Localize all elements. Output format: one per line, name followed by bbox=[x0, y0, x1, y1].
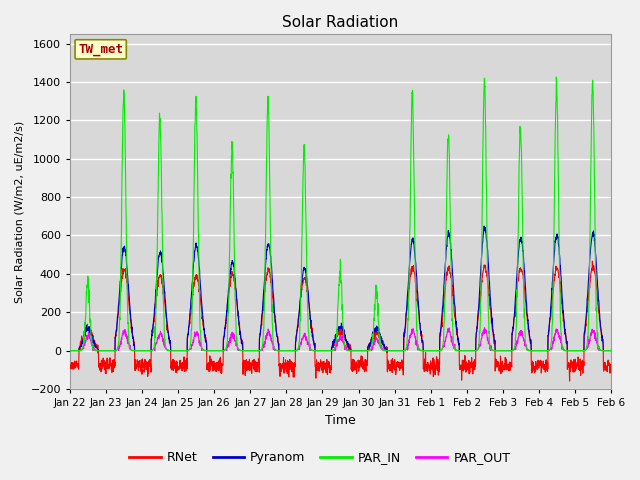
X-axis label: Time: Time bbox=[325, 414, 356, 427]
Title: Solar Radiation: Solar Radiation bbox=[282, 15, 399, 30]
Y-axis label: Solar Radiation (W/m2, uE/m2/s): Solar Radiation (W/m2, uE/m2/s) bbox=[15, 120, 25, 302]
Legend: RNet, Pyranom, PAR_IN, PAR_OUT: RNet, Pyranom, PAR_IN, PAR_OUT bbox=[124, 446, 516, 469]
Text: TW_met: TW_met bbox=[78, 43, 123, 56]
